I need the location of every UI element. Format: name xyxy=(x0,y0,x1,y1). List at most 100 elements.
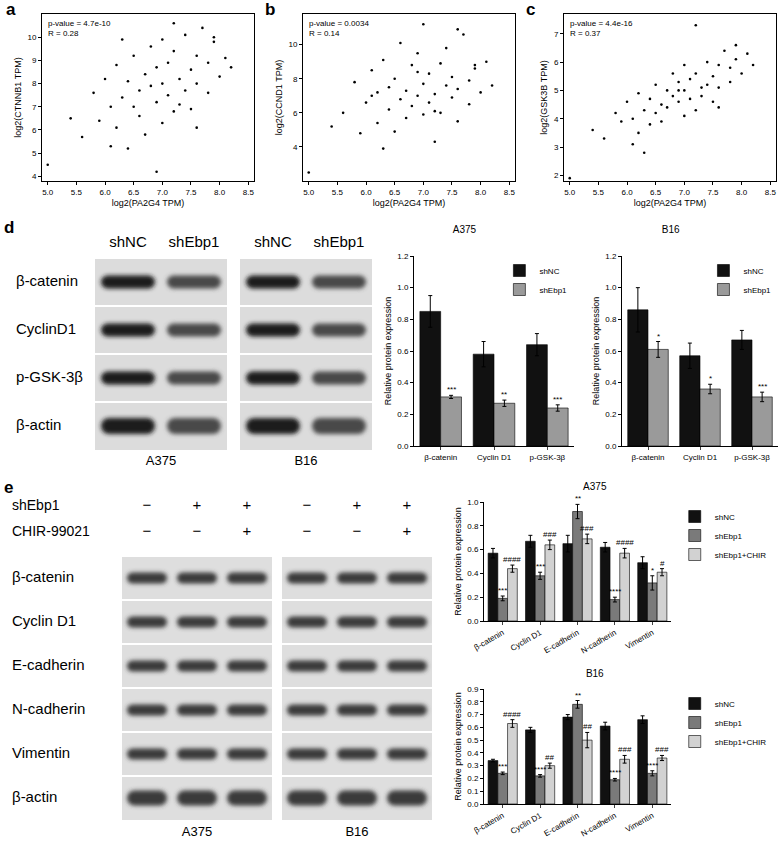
svg-text:Relative protein expression: Relative protein expression xyxy=(453,507,463,616)
svg-text:0.5: 0.5 xyxy=(467,736,479,745)
svg-text:6.0: 6.0 xyxy=(99,188,111,197)
svg-text:4: 4 xyxy=(554,115,559,124)
svg-text:log2(PA2G4 TPM): log2(PA2G4 TPM) xyxy=(112,198,185,208)
svg-text:shEbp1: shEbp1 xyxy=(715,532,743,541)
svg-text:0.4: 0.4 xyxy=(605,378,617,387)
svg-text:−: − xyxy=(143,496,152,513)
svg-text:shNC: shNC xyxy=(539,267,559,276)
svg-text:7: 7 xyxy=(554,30,559,39)
svg-text:1.2: 1.2 xyxy=(397,252,409,261)
svg-text:****: **** xyxy=(609,587,621,596)
svg-text:8.0: 8.0 xyxy=(214,188,226,197)
svg-text:8.5: 8.5 xyxy=(765,188,777,197)
svg-text:7.5: 7.5 xyxy=(185,188,197,197)
svg-text:−: − xyxy=(303,496,312,513)
svg-text:0.6: 0.6 xyxy=(467,723,479,732)
svg-text:0.2: 0.2 xyxy=(467,593,479,602)
svg-text:##: ## xyxy=(583,722,592,731)
svg-text:N-cadherin: N-cadherin xyxy=(580,811,618,838)
svg-text:**: ** xyxy=(575,494,581,503)
svg-text:p-value = 4.4e-16R = 0.37: p-value = 4.4e-16R = 0.37 xyxy=(570,19,633,38)
svg-text:B16: B16 xyxy=(294,453,317,468)
svg-text:shEbp1: shEbp1 xyxy=(743,286,771,295)
svg-text:0.4: 0.4 xyxy=(467,749,479,758)
svg-text:shNC: shNC xyxy=(254,233,292,250)
svg-text:####: #### xyxy=(616,538,634,547)
svg-text:β-catenin: β-catenin xyxy=(631,453,664,462)
svg-text:6.0: 6.0 xyxy=(621,188,633,197)
svg-text:*: * xyxy=(709,374,712,383)
svg-text:β-actin: β-actin xyxy=(16,416,61,433)
svg-text:0.8: 0.8 xyxy=(605,315,617,324)
svg-text:−: − xyxy=(353,522,362,539)
svg-text:Relative protein expression: Relative protein expression xyxy=(383,297,393,406)
svg-text:7.5: 7.5 xyxy=(707,188,719,197)
svg-text:8.0: 8.0 xyxy=(475,188,487,197)
svg-text:shEbp1+CHIR: shEbp1+CHIR xyxy=(715,551,767,560)
svg-text:shNC: shNC xyxy=(715,513,735,522)
svg-text:Relative protein expression: Relative protein expression xyxy=(453,692,463,801)
svg-text:shEbp1: shEbp1 xyxy=(539,286,567,295)
svg-text:10: 10 xyxy=(27,33,36,42)
svg-text:***: *** xyxy=(553,395,562,404)
svg-text:0.4: 0.4 xyxy=(467,569,479,578)
svg-text:Cyclin D1: Cyclin D1 xyxy=(683,453,718,462)
svg-text:7.0: 7.0 xyxy=(418,188,430,197)
svg-text:N-cadherin: N-cadherin xyxy=(580,628,618,655)
svg-text:8.5: 8.5 xyxy=(504,188,516,197)
svg-text:p-GSK-3β: p-GSK-3β xyxy=(529,453,565,462)
svg-text:N-cadherin: N-cadherin xyxy=(12,700,85,717)
svg-text:###: ### xyxy=(543,530,557,539)
svg-text:β-catenin: β-catenin xyxy=(473,811,506,835)
svg-text:####: #### xyxy=(503,710,521,719)
svg-text:0.0: 0.0 xyxy=(397,442,409,451)
svg-text:10: 10 xyxy=(288,40,297,49)
svg-text:**: ** xyxy=(575,691,581,700)
svg-text:**: ** xyxy=(501,390,507,399)
svg-text:0.9: 0.9 xyxy=(467,685,479,694)
svg-text:6: 6 xyxy=(32,126,37,135)
svg-text:−: − xyxy=(303,522,312,539)
svg-text:##: ## xyxy=(545,753,554,762)
svg-text:Vimentin: Vimentin xyxy=(624,811,655,834)
svg-text:***: *** xyxy=(758,382,767,391)
svg-text:Vimentin: Vimentin xyxy=(12,744,70,761)
svg-text:8: 8 xyxy=(32,79,37,88)
svg-text:shEbp1: shEbp1 xyxy=(715,719,743,728)
svg-text:−: − xyxy=(143,522,152,539)
svg-text:0.0: 0.0 xyxy=(605,442,617,451)
svg-text:CyclinD1: CyclinD1 xyxy=(16,320,76,337)
svg-text:β-actin: β-actin xyxy=(12,788,57,805)
svg-text:6.5: 6.5 xyxy=(650,188,662,197)
svg-text:***: *** xyxy=(447,385,456,394)
svg-text:shNC: shNC xyxy=(743,267,763,276)
svg-text:5.5: 5.5 xyxy=(332,188,344,197)
svg-text:Cyclin D1: Cyclin D1 xyxy=(12,612,76,629)
svg-text:0.1: 0.1 xyxy=(467,787,479,796)
svg-text:7.0: 7.0 xyxy=(157,188,169,197)
svg-text:6: 6 xyxy=(293,109,298,118)
svg-text:###: ### xyxy=(580,524,594,533)
svg-text:4: 4 xyxy=(293,143,298,152)
svg-text:###: ### xyxy=(655,745,669,754)
svg-text:1.0: 1.0 xyxy=(605,283,617,292)
svg-text:8.0: 8.0 xyxy=(736,188,748,197)
svg-text:5.0: 5.0 xyxy=(303,188,315,197)
svg-text:E-cadherin: E-cadherin xyxy=(542,628,580,655)
svg-text:0.2: 0.2 xyxy=(605,410,617,419)
svg-text:6.5: 6.5 xyxy=(128,188,140,197)
svg-text:1.0: 1.0 xyxy=(467,498,479,507)
svg-text:7: 7 xyxy=(32,103,37,112)
svg-text:0.2: 0.2 xyxy=(397,410,409,419)
svg-text:6.5: 6.5 xyxy=(389,188,401,197)
svg-text:p-GSK-3β: p-GSK-3β xyxy=(16,368,83,385)
svg-text:3: 3 xyxy=(554,143,559,152)
svg-text:0.8: 0.8 xyxy=(467,698,479,707)
svg-text:4: 4 xyxy=(32,172,37,181)
svg-text:B16: B16 xyxy=(345,824,368,839)
svg-text:2: 2 xyxy=(554,171,559,180)
svg-text:Relative protein expression: Relative protein expression xyxy=(591,297,601,406)
svg-text:***: *** xyxy=(536,562,545,571)
svg-text:0.0: 0.0 xyxy=(467,617,479,626)
svg-text:0.2: 0.2 xyxy=(467,774,479,783)
